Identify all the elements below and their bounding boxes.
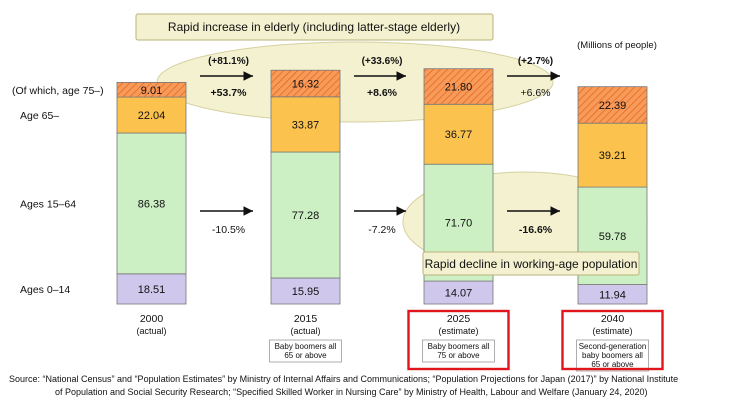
elderly-callout-box: [135, 13, 494, 41]
value-label-2015-age-65: 33.87: [292, 119, 320, 131]
source-line-2: of Population and Social Security Resear…: [55, 387, 647, 397]
bar-2015-ages-15-64: [270, 151, 341, 279]
working-change-2: -16.6%: [519, 224, 553, 236]
bar-2015-age-65: [270, 96, 341, 153]
value-label-2000-ages-15-64: 86.38: [138, 198, 166, 210]
working-callout-text: Rapid decline in working-age population: [425, 257, 638, 271]
value-label-2000-of-which-age-75: 9.01: [141, 85, 162, 97]
category-label-2040: 2040: [601, 313, 625, 325]
bar-2000-age-65: [116, 96, 187, 134]
working-callout-box: [422, 251, 640, 276]
category-note-2015: (actual): [290, 326, 320, 336]
category-subnote-box-2025: [422, 339, 495, 363]
value-label-2015-ages-0-14: 15.95: [292, 286, 320, 298]
row-label-of-which-age-75: (Of which, age 75–): [12, 85, 104, 97]
bar-2000-of-which-age-75: [116, 82, 187, 98]
value-label-2040-ages-0-14: 11.94: [599, 289, 626, 301]
category-subnote-2015-1: 65 or above: [284, 351, 327, 360]
category-note-2040: (estimate): [592, 326, 632, 336]
value-label-2025-age-65: 36.77: [445, 129, 473, 141]
highlight-frame-2025: [407, 309, 510, 371]
bar-2025-of-which-age-75: [423, 68, 494, 105]
bar-2040-of-which-age-75: [577, 86, 648, 124]
elderly-callout-text: Rapid increase in elderly (including lat…: [168, 20, 460, 34]
working-change-1: -7.2%: [368, 224, 395, 236]
category-subnote-2025-0: Baby boomers all: [428, 342, 490, 351]
bar-2015-of-which-age-75: [270, 69, 341, 98]
value-label-2040-age-65: 39.21: [599, 150, 627, 162]
category-subnote-box-2040: [576, 339, 649, 372]
source-line-1: Source: “National Census” and “Populatio…: [9, 374, 678, 384]
value-label-2040-ages-15-64: 59.78: [599, 231, 627, 243]
category-label-2000: 2000: [140, 313, 164, 325]
category-label-2015: 2015: [294, 313, 318, 325]
working-change-0: -10.5%: [212, 224, 245, 236]
value-label-2000-age-65: 22.04: [138, 110, 166, 122]
row-label-age-65: Age 65–: [20, 110, 59, 122]
elderly-change-0: +53.7%: [211, 87, 248, 99]
value-label-2015-ages-15-64: 77.28: [292, 210, 320, 222]
elderly-change-2: +6.6%: [520, 87, 550, 99]
elderly75-change-1: (+33.6%): [362, 56, 403, 67]
elderly-increase-ellipse: [156, 41, 554, 123]
elderly75-change-2: (+2.7%): [518, 56, 553, 67]
category-subnote-2040-1: baby boomers all: [582, 351, 643, 360]
bar-2040-age-65: [577, 122, 648, 188]
value-label-2040-of-which-age-75: 22.39: [599, 100, 627, 112]
category-subnote-2040-0: Second-generation: [579, 342, 647, 351]
category-label-2025: 2025: [447, 313, 471, 325]
category-subnote-2015-0: Baby boomers all: [275, 342, 337, 351]
unit-label: (Millions of people): [577, 40, 657, 51]
row-label-ages-0-14: Ages 0–14: [20, 284, 70, 296]
category-note-2000: (actual): [136, 326, 166, 336]
category-subnote-box-2015: [269, 339, 342, 363]
elderly75-change-0: (+81.1%): [208, 56, 249, 67]
labels-layer: 18.5186.3822.049.012000(actual)15.9577.2…: [12, 56, 664, 372]
value-label-2025-ages-15-64: 71.70: [445, 218, 473, 230]
bar-2025-age-65: [423, 103, 494, 165]
value-label-2015-of-which-age-75: 16.32: [292, 79, 320, 91]
row-label-ages-15-64: Ages 15–64: [20, 198, 76, 210]
category-note-2025: (estimate): [438, 326, 478, 336]
elderly-change-1: +8.6%: [367, 87, 398, 99]
bars-layer: [116, 68, 648, 305]
value-label-2000-ages-0-14: 18.51: [138, 284, 166, 296]
bar-2000-ages-0-14: [116, 273, 187, 305]
highlight-frame-2040: [561, 309, 664, 371]
value-label-2025-ages-0-14: 14.07: [445, 288, 473, 300]
category-subnote-2040-2: 65 or above: [591, 360, 634, 369]
category-subnote-2025-1: 75 or above: [437, 351, 480, 360]
value-label-2025-of-which-age-75: 21.80: [445, 81, 473, 93]
